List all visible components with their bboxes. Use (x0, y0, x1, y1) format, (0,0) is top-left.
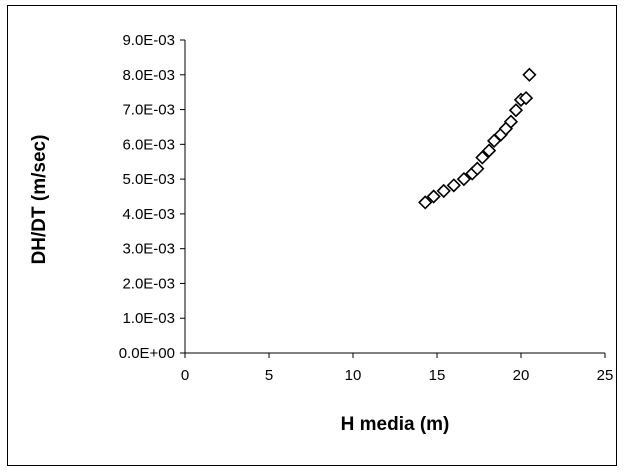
x-tick-label: 15 (429, 367, 446, 384)
y-tick-label: 7.0E-03 (122, 102, 175, 119)
axes (184, 40, 605, 354)
y-tick-label: 8.0E-03 (122, 67, 175, 84)
x-axis-title: H media (m) (341, 414, 450, 435)
x-tick-label: 10 (345, 367, 362, 384)
data-point (446, 178, 461, 193)
y-tick-label: 6.0E-03 (122, 136, 175, 153)
data-point (503, 114, 519, 129)
data-point (456, 171, 472, 187)
y-tick-label: 9.0E-03 (122, 32, 175, 49)
y-tick-label: 5.0E-03 (122, 171, 175, 188)
y-tick-label: 1.0E-03 (122, 310, 175, 327)
data-point (475, 150, 490, 165)
data-point (436, 183, 451, 199)
y-axis-title: DH/DT (m/sec) (29, 135, 50, 265)
y-ticks: 0.0E+00 1.0E-03 2.0E-03 3.0E-03 4.0E-03 5.0E-… (119, 32, 185, 362)
x-tick-label: 5 (265, 367, 273, 384)
y-tick-label: 0.0E+00 (119, 345, 175, 362)
data-point (518, 90, 534, 106)
chart-frame (7, 5, 617, 466)
data-point (508, 103, 524, 118)
y-tick-label: 3.0E-03 (122, 241, 175, 258)
x-tick-label: 20 (513, 367, 530, 384)
data-point (426, 189, 441, 204)
y-tick-label: 4.0E-03 (122, 206, 175, 223)
x-tick-label: 0 (181, 367, 189, 384)
data-point (418, 195, 433, 210)
data-point (481, 143, 497, 158)
data-point (522, 67, 537, 82)
data-points (418, 67, 537, 210)
x-tick-label: 25 (597, 367, 614, 384)
y-tick-label: 2.0E-03 (122, 275, 175, 292)
data-point (470, 161, 485, 176)
x-ticks: 0 5 10 15 20 25 (181, 353, 614, 384)
